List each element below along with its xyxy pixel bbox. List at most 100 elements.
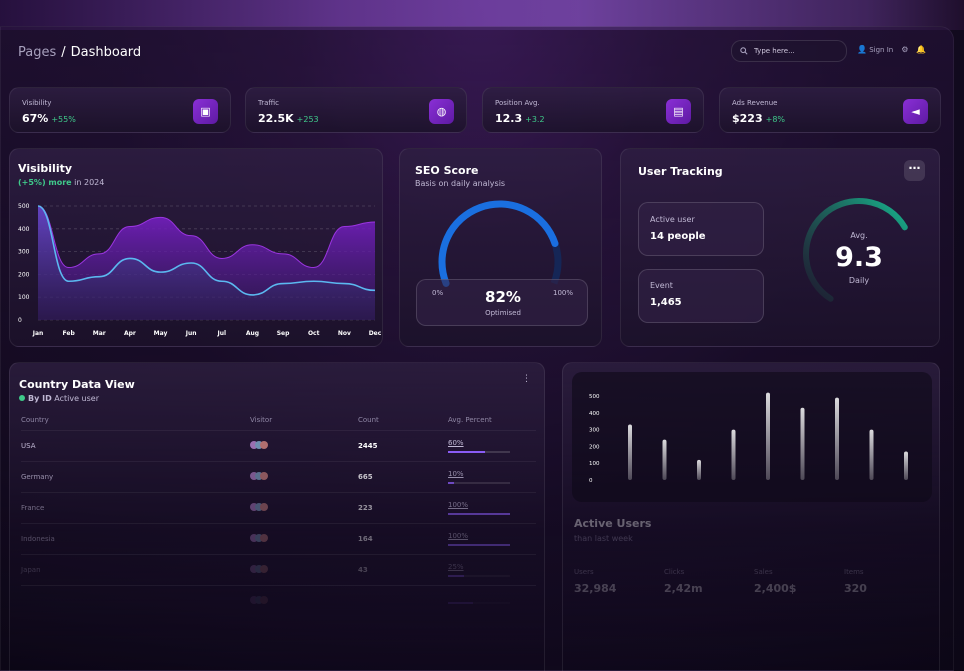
table-row[interactable]: Japan 43 25% <box>21 554 536 585</box>
bar <box>662 439 667 480</box>
active-stat: Items 320 <box>844 568 934 595</box>
visitor-avatars <box>250 492 358 523</box>
dots-horizontal-icon: ⋯ <box>908 161 921 175</box>
search-icon <box>740 47 748 55</box>
country-name: USA <box>21 429 250 461</box>
table-row[interactable]: USA 2445 60% <box>21 429 536 461</box>
country-name: Indonesia <box>21 523 250 554</box>
sign-in-label: Sign In <box>869 46 894 54</box>
x-tick-label: Oct <box>308 330 320 337</box>
x-tick-label: Apr <box>124 330 136 337</box>
visibility-period: in 2024 <box>71 178 105 187</box>
column-header: Visitor <box>250 415 273 424</box>
stat-card-position: Position Avg. 12.3 +3.2 ▤ <box>482 87 704 133</box>
y-tick-label: 300 <box>18 249 30 256</box>
more-vertical-icon[interactable]: ⋮ <box>522 374 531 384</box>
percent-bar <box>448 450 510 453</box>
bar <box>835 397 839 480</box>
bar <box>869 429 874 480</box>
country-sub-bold: By ID <box>28 394 52 403</box>
stat-value: 22.5K +253 <box>258 112 319 125</box>
sign-in-link[interactable]: 👤 Sign In <box>857 45 893 54</box>
seo-score-box: 0% 100% 82% Optimised <box>416 279 588 326</box>
gauge-fill <box>438 200 559 287</box>
stat-number: 67% <box>22 112 49 125</box>
x-tick-label: Dec <box>369 330 382 337</box>
country-data-card: Country Data View By ID Active user ⋮ Co… <box>9 362 545 671</box>
seo-value: 82% <box>485 288 521 306</box>
active-users-title: Active Users <box>574 517 652 530</box>
table-row[interactable]: Germany 665 10% <box>21 460 536 492</box>
country-name: Germany <box>21 460 250 492</box>
count-value <box>358 585 448 616</box>
stat-label: Visibility <box>22 99 52 107</box>
bell-icon[interactable]: 🔔 <box>916 45 927 54</box>
gauge-caption: Daily <box>848 276 870 285</box>
topbar-actions: 👤 Sign In ⚙ 🔔 <box>857 45 926 54</box>
stat-change: +8% <box>765 115 786 124</box>
percent-cell: 100% <box>448 523 536 554</box>
y-tick-label: 500 <box>18 203 30 210</box>
stat-change: +253 <box>296 115 319 124</box>
table-row[interactable]: Indonesia 164 100% <box>21 523 536 554</box>
stat-value: 67% +55% <box>22 112 76 125</box>
count-value: 2445 <box>358 429 448 461</box>
country-name: France <box>21 492 250 523</box>
y-tick-label: 0 <box>589 478 593 484</box>
seo-title: SEO Score <box>415 164 479 177</box>
stat-card-visibility: Visibility 67% +55% ▣ <box>9 87 231 133</box>
percent-cell: 10% <box>448 460 536 492</box>
stat-card-ads-revenue: Ads Revenue $223 +8% ◄ <box>719 87 941 133</box>
percent-value: 60% <box>448 438 464 447</box>
x-tick-label: Mar <box>93 330 106 337</box>
stat-value: 12.3 +3.2 <box>495 112 545 125</box>
page-title: Dashboard <box>70 45 142 60</box>
x-tick-label: Jun <box>185 330 197 337</box>
active-user-value: 14 people <box>650 231 706 242</box>
percent-bar <box>448 574 510 577</box>
bar <box>904 451 908 480</box>
visibility-change: (+5%) more <box>18 178 72 187</box>
y-tick-label: 400 <box>589 411 600 417</box>
visitor-avatars <box>250 429 358 461</box>
table-row[interactable] <box>21 585 536 616</box>
table-row[interactable]: France 223 100% <box>21 492 536 523</box>
count-value: 665 <box>358 460 448 492</box>
gear-icon[interactable]: ⚙ <box>901 45 909 54</box>
stat-label: Position Avg. <box>495 99 540 107</box>
country-sub-rest: Active user <box>51 394 99 403</box>
stat-label: Ads Revenue <box>732 99 778 107</box>
megaphone-icon: ◄ <box>903 99 928 124</box>
column-header: Avg. Percent <box>448 415 492 424</box>
column-header: Country <box>21 415 49 424</box>
more-options-button[interactable]: ⋯ <box>904 160 925 181</box>
percent-value: 10% <box>448 469 464 478</box>
stat-number: 12.3 <box>495 112 523 125</box>
active-user-label: Active user <box>650 215 695 224</box>
search-box[interactable] <box>731 40 847 62</box>
globe-icon: ◍ <box>429 99 454 124</box>
area-series-line <box>37 205 376 269</box>
x-tick-label: Jan <box>32 330 44 337</box>
event-label: Event <box>650 281 673 290</box>
event-value: 1,465 <box>650 297 682 308</box>
area-series-fill <box>38 206 375 320</box>
active-stat-value: 32,984 <box>574 582 617 595</box>
search-input[interactable] <box>754 47 834 55</box>
y-tick-label: 0 <box>18 317 22 324</box>
x-tick-label: Nov <box>338 330 351 337</box>
y-tick-label: 100 <box>589 461 600 467</box>
visibility-area-chart: 0 100 200 300 400 500 Jan Feb Mar Apr May Jun Jul Aug… <box>18 203 382 337</box>
percent-value: 100% <box>448 531 469 540</box>
active-stat-label: Clicks <box>664 568 685 576</box>
seo-min: 0% <box>432 289 444 297</box>
stat-label: Traffic <box>258 99 280 107</box>
breadcrumb-root[interactable]: Pages <box>18 45 57 60</box>
event-box: Event 1,465 <box>638 269 764 323</box>
bar-chart-panel: 0 100 200 300 400 500 <box>572 372 932 502</box>
active-stat: Sales 2,400$ <box>754 568 844 595</box>
visitor-avatars <box>250 554 358 585</box>
bar <box>766 392 770 480</box>
active-stat-label: Items <box>844 568 864 576</box>
active-stat: Users 32,984 <box>574 568 664 595</box>
